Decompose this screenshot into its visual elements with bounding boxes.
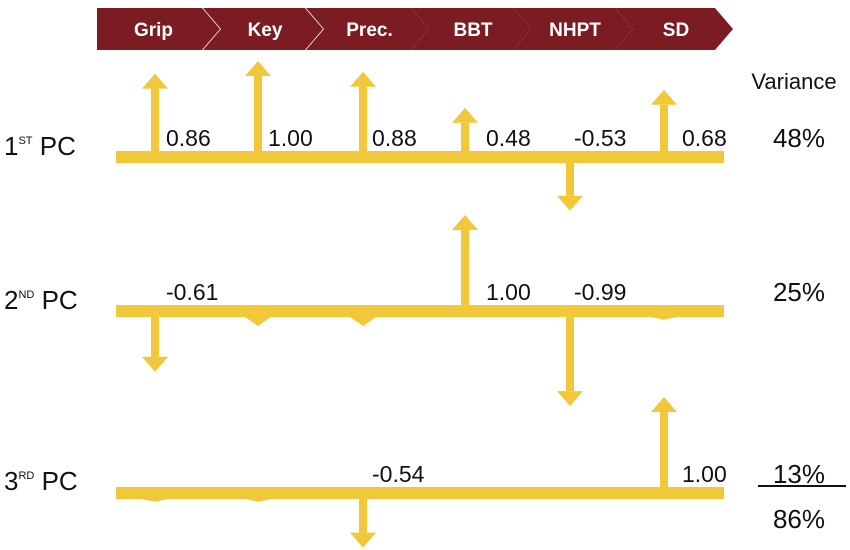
loading-arrow-key (245, 61, 271, 151)
loading-value-bbt: 0.48 (486, 125, 531, 151)
chevron-label: SD (663, 20, 689, 41)
arrow-head (557, 391, 583, 407)
loading-arrow-prec (350, 499, 376, 548)
loading-arrow-grip (142, 73, 168, 151)
pc-variance: 48% (773, 123, 825, 153)
arrow-shaft (660, 412, 668, 487)
component-rows: 1ST PC 0.86 1.00 0.88 0.48 -0.53 0.68 48% 2ND PC… (4, 61, 825, 548)
pc-row-2: 2ND PC -0.61 1.00 -0.99 25% (4, 215, 825, 407)
chevron-label: BBT (453, 20, 492, 41)
loading-value-sd: 0.68 (682, 125, 727, 151)
arrow-head (651, 89, 677, 105)
loading-value-sd: 1.00 (682, 461, 727, 487)
chevron-shape (513, 8, 633, 50)
arrow-shaft (461, 122, 469, 151)
chevron-label: Key (248, 20, 283, 41)
arrow-head (142, 499, 168, 502)
loading-arrow-prec (350, 71, 376, 151)
arrow-head (350, 71, 376, 87)
arrow-shaft (461, 230, 469, 305)
loading-arrow-nhpt (557, 317, 583, 407)
pc-row-1: 1ST PC 0.86 1.00 0.88 0.48 -0.53 0.68 48% (4, 61, 825, 211)
loading-value-prec: -0.54 (372, 461, 425, 487)
loading-arrow-nhpt (557, 163, 583, 211)
arrow-shaft (254, 76, 262, 151)
total-variance: 86% (773, 504, 825, 534)
measure-chevron-bar: Grip Key Prec. BBT NHPT SD (97, 8, 733, 50)
loading-arrow-sd (651, 89, 677, 151)
pc-axis (116, 305, 724, 317)
arrow-head (452, 215, 478, 230)
arrow-shaft (359, 499, 367, 533)
chevron-label: Prec. (346, 20, 392, 41)
loading-arrow-grip (142, 499, 168, 502)
arrow-head (651, 397, 677, 412)
pc-variance: 25% (773, 277, 825, 307)
pc-row-3: 3RD PC -0.54 1.00 13% (4, 397, 825, 548)
loading-value-grip: -0.61 (166, 279, 218, 305)
loading-arrow-sd (651, 397, 677, 487)
arrow-head (452, 107, 478, 123)
pc-axis (116, 487, 724, 499)
loading-arrow-key (245, 317, 271, 326)
pc-variance: 13% (773, 459, 825, 489)
pc-label: 1ST PC (4, 131, 76, 161)
chevron-nhpt: NHPT (513, 8, 633, 50)
arrow-head (557, 195, 583, 211)
chevron-shape (411, 8, 531, 50)
arrow-head (245, 317, 271, 326)
chevron-key: Key (203, 8, 323, 50)
arrow-head (245, 499, 271, 502)
variance-header: Variance (751, 69, 836, 94)
loading-value-nhpt: -0.53 (574, 125, 626, 151)
arrow-shaft (359, 86, 367, 151)
arrow-head (142, 356, 168, 372)
chevron-prec: Prec. (306, 8, 429, 50)
pc-label: 2ND PC (4, 285, 78, 315)
chevron-bbt: BBT (411, 8, 531, 50)
chevron-label: NHPT (549, 20, 601, 41)
arrow-head (350, 317, 376, 326)
loading-arrow-key (245, 499, 271, 502)
arrow-shaft (151, 317, 159, 357)
pc-label: 3RD PC (4, 466, 78, 496)
loading-arrow-sd (651, 317, 677, 320)
arrow-head (651, 317, 677, 320)
loading-value-nhpt: -0.99 (574, 279, 626, 305)
arrow-head (142, 73, 168, 89)
loading-arrow-bbt (452, 107, 478, 151)
pc-axis (116, 151, 724, 163)
loading-value-bbt: 1.00 (486, 279, 531, 305)
chevron-shape (203, 8, 323, 50)
chevron-shape (97, 8, 220, 50)
chevron-label: Grip (134, 20, 173, 41)
chevron-grip: Grip (97, 8, 220, 50)
arrow-shaft (151, 88, 159, 151)
loading-arrow-grip (142, 317, 168, 372)
arrow-shaft (566, 163, 574, 196)
loading-value-grip: 0.86 (166, 125, 211, 151)
arrow-shaft (566, 317, 574, 392)
loading-value-prec: 0.88 (372, 125, 417, 151)
chevron-shape (306, 8, 429, 50)
arrow-shaft (660, 104, 668, 151)
chevron-sd: SD (615, 8, 733, 50)
chevron-shape (615, 8, 733, 50)
loading-arrow-prec (350, 317, 376, 326)
arrow-head (350, 532, 376, 548)
loading-arrow-bbt (452, 215, 478, 305)
arrow-head (245, 61, 271, 76)
loading-value-key: 1.00 (268, 125, 313, 151)
